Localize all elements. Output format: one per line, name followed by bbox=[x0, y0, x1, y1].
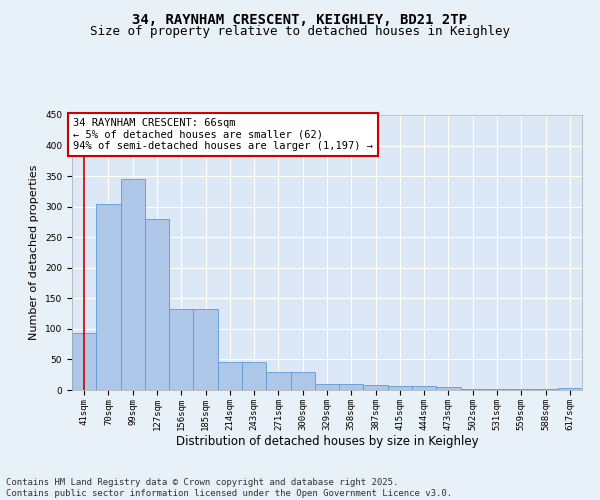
Bar bbox=[121, 179, 145, 390]
Bar bbox=[242, 362, 266, 390]
Text: 34 RAYNHAM CRESCENT: 66sqm
← 5% of detached houses are smaller (62)
94% of semi-: 34 RAYNHAM CRESCENT: 66sqm ← 5% of detac… bbox=[73, 118, 373, 152]
Y-axis label: Number of detached properties: Number of detached properties bbox=[29, 165, 40, 340]
Bar bbox=[266, 372, 290, 390]
Bar bbox=[290, 372, 315, 390]
Bar bbox=[364, 385, 388, 390]
Bar bbox=[461, 389, 485, 390]
Bar bbox=[72, 332, 96, 390]
Bar bbox=[558, 388, 582, 390]
Bar bbox=[412, 386, 436, 390]
Bar bbox=[388, 386, 412, 390]
Bar bbox=[436, 387, 461, 390]
X-axis label: Distribution of detached houses by size in Keighley: Distribution of detached houses by size … bbox=[176, 436, 478, 448]
Bar bbox=[145, 219, 169, 390]
Bar bbox=[169, 308, 193, 390]
Bar bbox=[193, 308, 218, 390]
Text: Size of property relative to detached houses in Keighley: Size of property relative to detached ho… bbox=[90, 25, 510, 38]
Text: Contains HM Land Registry data © Crown copyright and database right 2025.
Contai: Contains HM Land Registry data © Crown c… bbox=[6, 478, 452, 498]
Bar bbox=[339, 384, 364, 390]
Bar bbox=[315, 384, 339, 390]
Text: 34, RAYNHAM CRESCENT, KEIGHLEY, BD21 2TP: 34, RAYNHAM CRESCENT, KEIGHLEY, BD21 2TP bbox=[133, 12, 467, 26]
Bar bbox=[218, 362, 242, 390]
Bar bbox=[96, 204, 121, 390]
